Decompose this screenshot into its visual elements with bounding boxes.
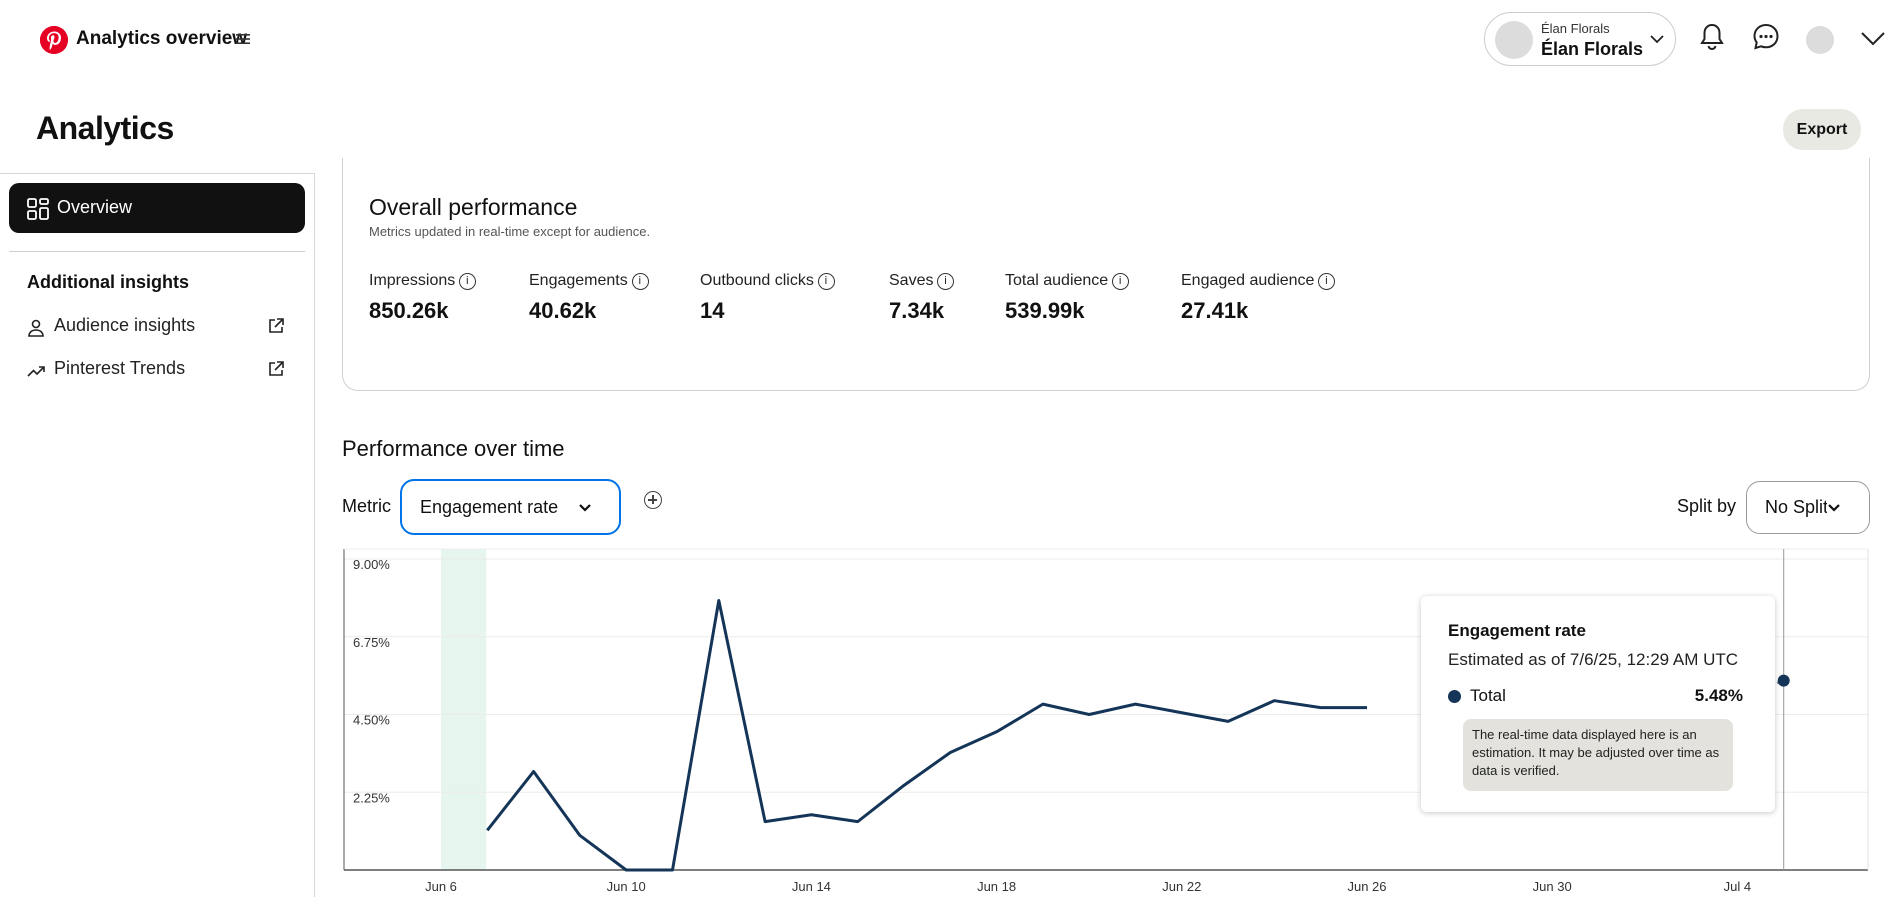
- chevron-down-icon: [579, 504, 591, 512]
- metric-label: Engaged audience: [1181, 272, 1315, 289]
- avatar[interactable]: [1806, 26, 1834, 54]
- metric-value: 27.41k: [1181, 298, 1249, 323]
- sidebar-item-label: Audience insights: [54, 315, 196, 335]
- tooltip-series-name: Total: [1470, 686, 1506, 705]
- sidebar-item-pinterest-trends[interactable]: Pinterest Trends: [27, 356, 287, 386]
- split-by-value: No Split: [1765, 497, 1829, 517]
- metric-impressions: Impressions 850.26k: [369, 272, 477, 324]
- external-link-icon: [269, 361, 284, 376]
- metric-dropdown-value: Engagement rate: [420, 497, 559, 517]
- highlight-band: [441, 549, 487, 870]
- metric-select-label: Metric: [342, 496, 391, 516]
- chart-tooltip: Engagement rate Estimated as of 7/6/25, …: [1421, 596, 1775, 812]
- account-name: Élan Florals: [1541, 39, 1644, 59]
- data-point: [1777, 674, 1790, 687]
- sidebar-item-label: Pinterest Trends: [54, 358, 186, 378]
- pinterest-logo-icon[interactable]: [40, 26, 68, 54]
- metric-value: 7.34k: [889, 298, 945, 323]
- top-bar: Analytics overview Élan Florals Élan Flo…: [0, 0, 1893, 80]
- sidebar-item-overview[interactable]: Overview: [9, 183, 305, 233]
- add-metric-icon[interactable]: [644, 491, 662, 509]
- tooltip-title: Engagement rate: [1448, 621, 1586, 640]
- chevron-down-icon: [1650, 35, 1664, 44]
- tooltip-note: The real-time data displayed here is an …: [1463, 719, 1733, 791]
- external-link-icon: [269, 318, 284, 333]
- info-icon[interactable]: [937, 272, 955, 290]
- split-by-dropdown[interactable]: No Split: [1746, 481, 1870, 534]
- info-icon[interactable]: [1318, 272, 1336, 290]
- metric-engaged-audience: Engaged audience 27.41k: [1181, 272, 1336, 324]
- bell-icon[interactable]: [1698, 22, 1726, 54]
- series-dot-icon: [1448, 690, 1461, 703]
- menu-icon[interactable]: [236, 30, 250, 48]
- sidebar-section-heading: Additional insights: [27, 272, 189, 292]
- account-avatar: [1495, 21, 1533, 59]
- series-line: [486, 598, 1367, 872]
- y-tick-label: 9.00%: [353, 557, 390, 572]
- overall-performance-title: Overall performance: [369, 194, 578, 220]
- metric-value: 850.26k: [369, 298, 449, 323]
- x-tick-label: Jun 22: [1162, 879, 1201, 894]
- divider: [0, 173, 315, 174]
- x-tick-label: Jul 4: [1724, 879, 1751, 894]
- metric-label: Total audience: [1005, 272, 1109, 289]
- x-tick-label: Jun 18: [977, 879, 1016, 894]
- performance-over-time-title: Performance over time: [342, 436, 565, 461]
- x-tick-label: Jun 26: [1347, 879, 1386, 894]
- account-small-name: Élan Florals: [1541, 21, 1610, 36]
- metric-outbound-clicks: Outbound clicks 14: [700, 272, 835, 324]
- page-title: Analytics: [36, 110, 174, 146]
- engagement-rate-chart[interactable]: 9.00% 6.75% 4.50% 2.25% Jun 6 Jun 10 Jun 14 Jun…: [340, 545, 1870, 897]
- metric-value: 40.62k: [529, 298, 597, 323]
- account-switcher[interactable]: Élan Florals Élan Florals: [1484, 12, 1676, 66]
- metric-label: Outbound clicks: [700, 272, 814, 289]
- trend-up-icon: [27, 366, 45, 377]
- metric-value: 14: [700, 298, 725, 323]
- x-tick-label: Jun 10: [607, 879, 646, 894]
- y-tick-label: 4.50%: [353, 713, 390, 728]
- metric-engagements: Engagements 40.62k: [529, 272, 649, 324]
- info-icon[interactable]: [631, 272, 649, 290]
- sidebar-item-label: Overview: [57, 197, 133, 217]
- metric-label: Engagements: [529, 272, 628, 289]
- metric-dropdown[interactable]: Engagement rate: [400, 479, 621, 535]
- x-tick-label: Jun 6: [425, 879, 457, 894]
- y-tick-label: 2.25%: [353, 790, 390, 805]
- sidebar-item-audience-insights[interactable]: Audience insights: [27, 313, 287, 343]
- tooltip-subtitle: Estimated as of 7/6/25, 12:29 AM UTC: [1448, 650, 1739, 669]
- split-by-label: Split by: [1677, 496, 1737, 516]
- chevron-down-icon: [1827, 501, 1841, 515]
- metric-total-audience: Total audience 539.99k: [1005, 272, 1130, 324]
- chevron-down-icon[interactable]: [1860, 30, 1886, 48]
- divider: [314, 173, 315, 897]
- export-button[interactable]: Export: [1783, 109, 1861, 150]
- metric-saves: Saves 7.34k: [889, 272, 955, 324]
- metric-label: Saves: [889, 272, 934, 289]
- metric-label: Impressions: [369, 272, 456, 289]
- info-icon[interactable]: [459, 272, 477, 290]
- divider: [9, 251, 305, 252]
- overall-performance-subtitle: Metrics updated in real-time except for …: [369, 224, 651, 239]
- person-icon: [28, 319, 44, 337]
- x-tick-label: Jun 30: [1533, 879, 1572, 894]
- info-icon[interactable]: [817, 272, 835, 290]
- grid-icon: [27, 198, 49, 220]
- tooltip-series-value: 5.48%: [1694, 686, 1743, 705]
- messages-icon[interactable]: [1751, 22, 1781, 52]
- overall-performance-card: [342, 158, 1870, 391]
- y-tick-label: 6.75%: [353, 635, 390, 650]
- metric-value: 539.99k: [1005, 298, 1085, 323]
- info-icon[interactable]: [1112, 272, 1130, 290]
- x-tick-label: Jun 14: [792, 879, 831, 894]
- app-title: Analytics overview: [76, 28, 248, 49]
